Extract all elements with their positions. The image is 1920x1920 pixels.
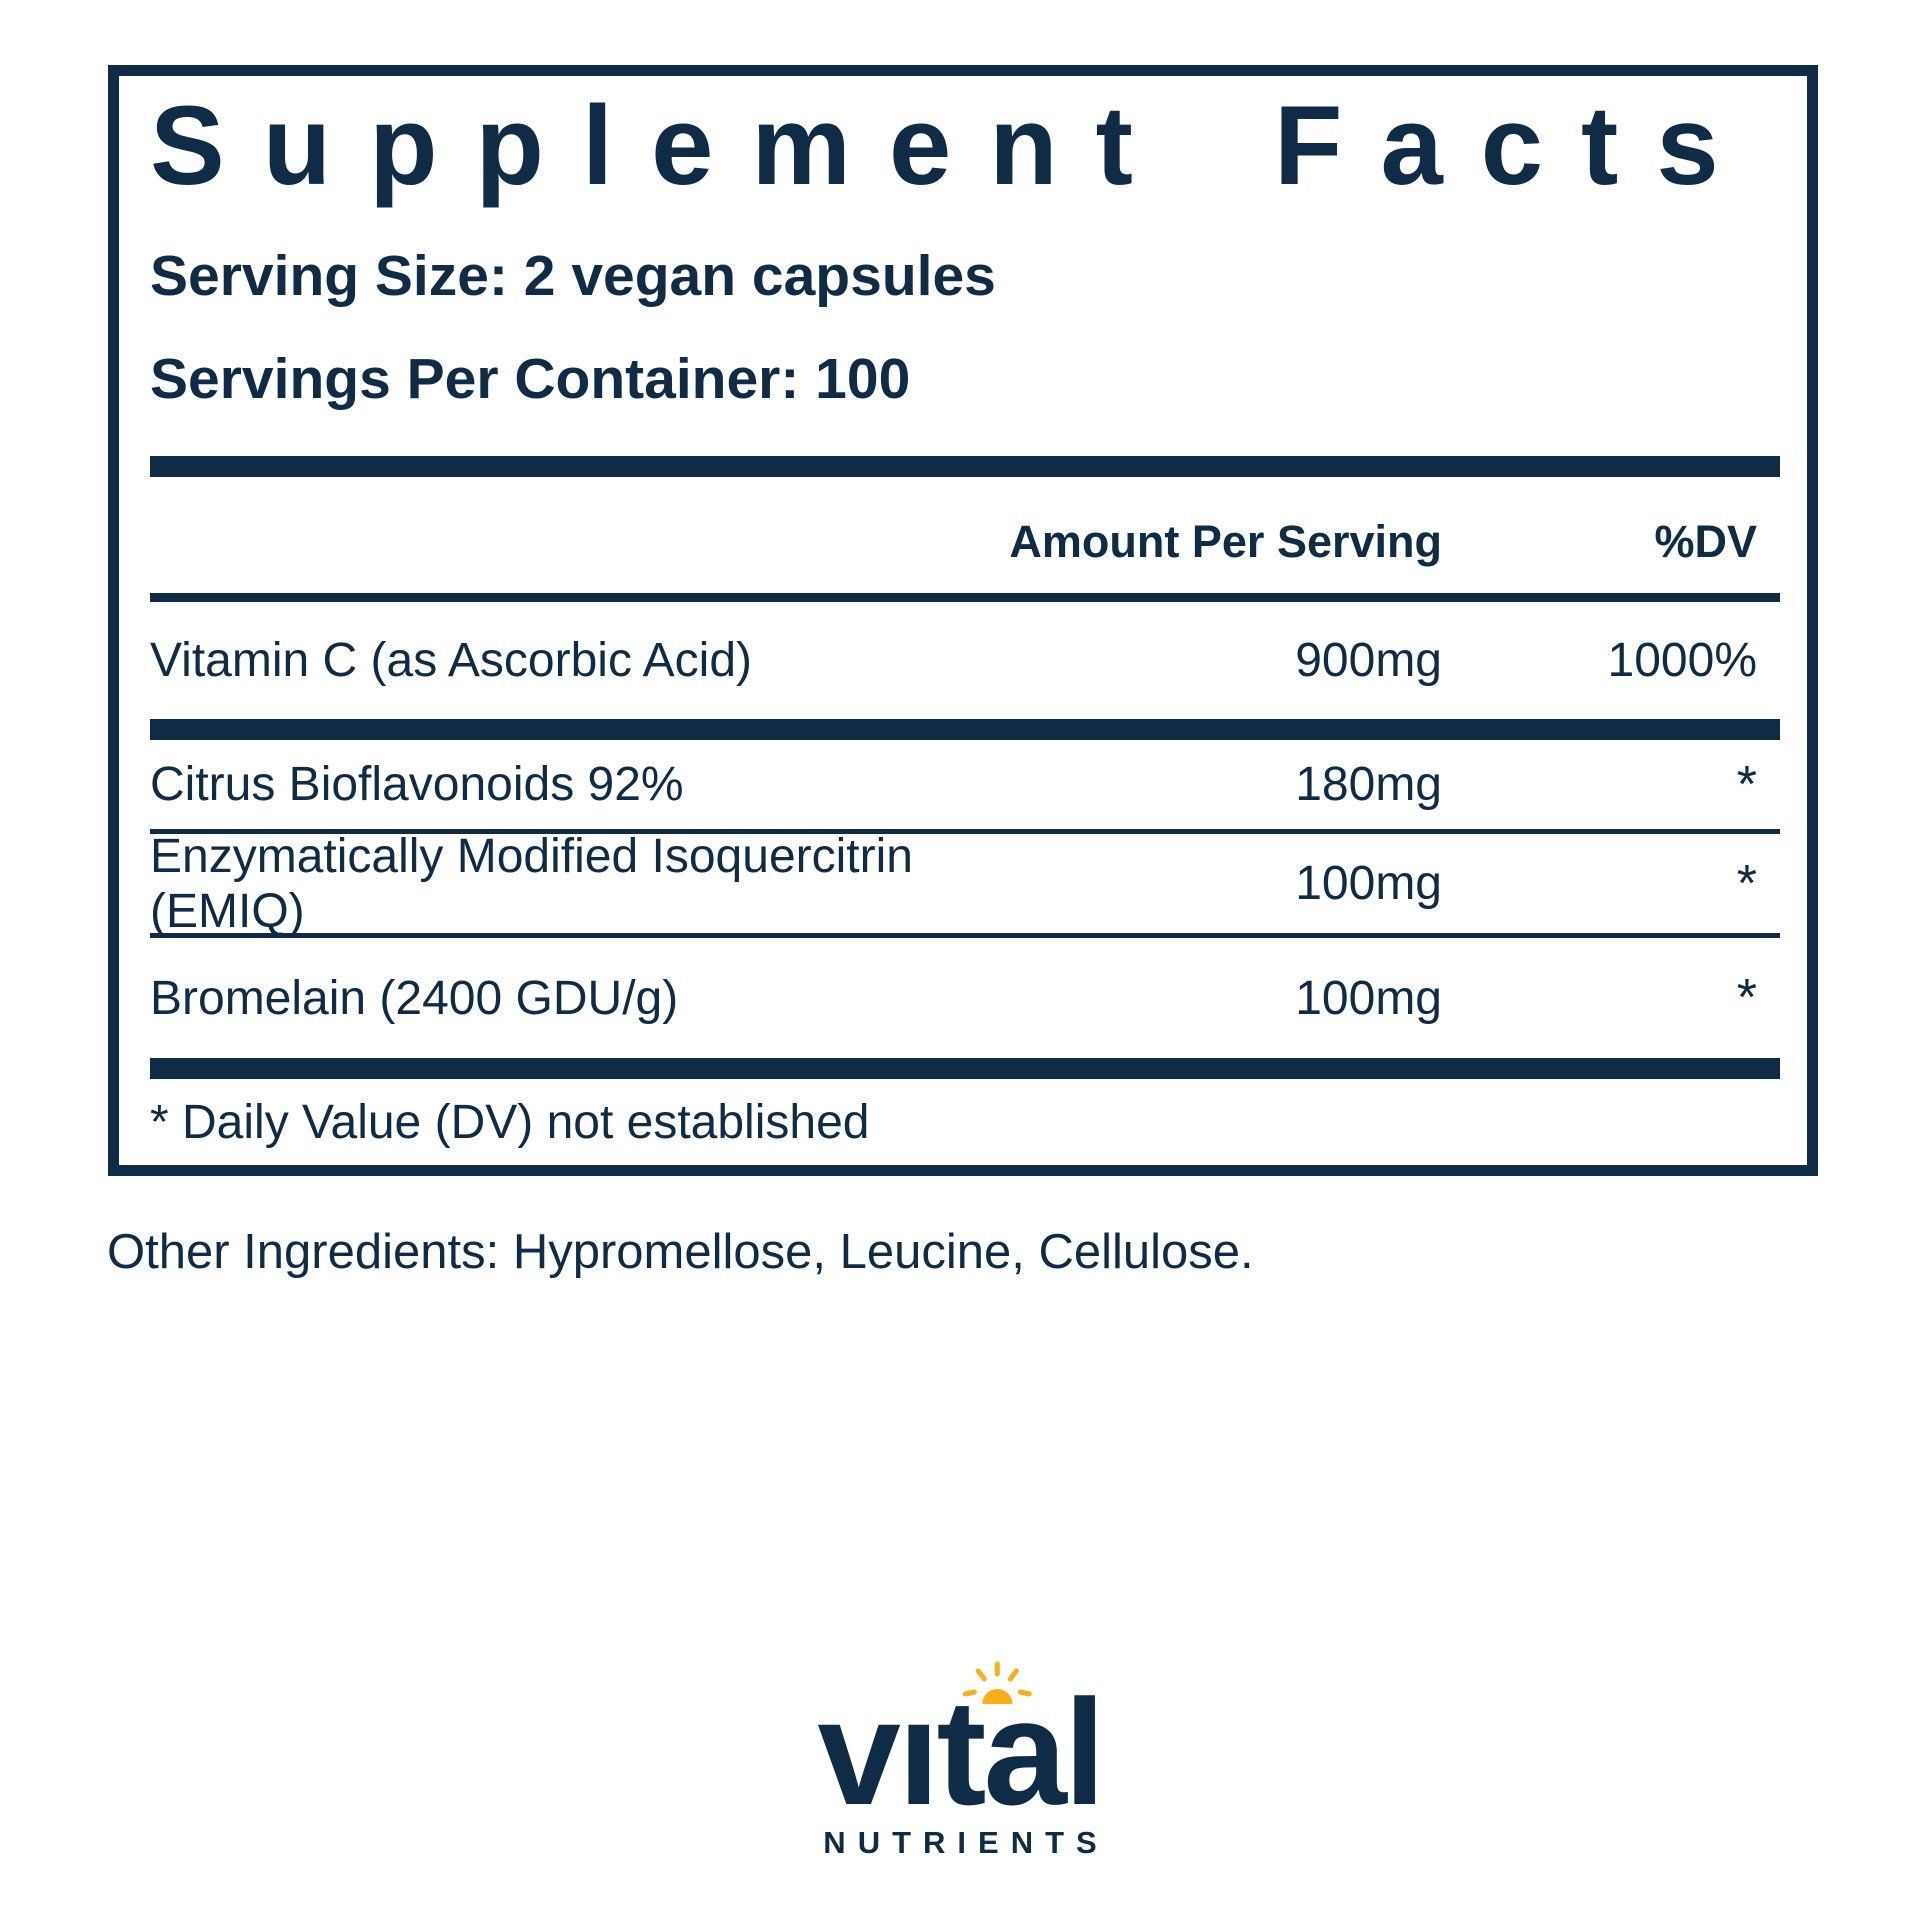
- divider-thick-mid: [150, 719, 1780, 740]
- logo-subtext: NUTRIENTS: [823, 1825, 1109, 1860]
- ingredient-dv: *: [1736, 755, 1757, 814]
- divider-thick-top: [150, 456, 1780, 477]
- header-amount-per-serving: Amount Per Serving: [1009, 516, 1442, 567]
- ingredient-dv: *: [1736, 969, 1757, 1027]
- ingredient-amount: 100mg: [1295, 971, 1442, 1025]
- table-row-bromelain: Bromelain (2400 GDU/g) 100mg *: [150, 938, 1780, 1058]
- other-ingredients-line: Other Ingredients: Hypromellose, Leucine…: [107, 1225, 1254, 1279]
- table-row-emiq: Enzymatically Modified Isoquercitrin (EM…: [150, 830, 1780, 938]
- panel-content: Supplement Facts Serving Size: 2 vegan c…: [150, 76, 1780, 1165]
- ingredient-name: Citrus Bioflavonoids 92%: [150, 758, 684, 811]
- table-header-row: Amount Per Serving %DV: [150, 477, 1780, 593]
- ingredient-amount: 900mg: [1295, 634, 1442, 687]
- table-row-citrus-bioflavonoids: Citrus Bioflavonoids 92% 180mg *: [150, 740, 1780, 829]
- vital-nutrients-logo: vı tal NUTRIENTS: [811, 1661, 1109, 1861]
- sun-icon: [962, 1661, 1032, 1704]
- ingredient-name: Enzymatically Modified Isoquercitrin (EM…: [150, 829, 913, 938]
- ingredient-name: Vitamin C (as Ascorbic Acid): [150, 634, 752, 687]
- ingredient-amount: 100mg: [1295, 857, 1442, 910]
- ingredient-name: Bromelain (2400 GDU/g): [150, 971, 679, 1025]
- divider-under-header: [150, 593, 1780, 602]
- daily-value-footnote: * Daily Value (DV) not established: [150, 1095, 870, 1149]
- ingredient-dv: 1000%: [1607, 634, 1757, 687]
- servings-per-container-line: Servings Per Container: 100: [150, 347, 911, 411]
- logo-word-i: ı: [898, 1661, 1032, 1836]
- divider-thin: [150, 829, 1780, 834]
- logo-wordmark: vı tal: [811, 1661, 1108, 1827]
- table-row-vitamin-c: Vitamin C (as Ascorbic Acid) 900mg 1000%: [150, 602, 1780, 719]
- panel-title: Supplement Facts: [150, 83, 1757, 208]
- serving-size-line: Serving Size: 2 vegan capsules: [150, 244, 996, 308]
- divider-thick-bottom: [150, 1058, 1780, 1079]
- header-percent-dv: %DV: [1654, 516, 1757, 567]
- logo-word-before-i: v: [817, 1668, 900, 1836]
- supplement-facts-panel: Supplement Facts Serving Size: 2 vegan c…: [108, 65, 1818, 1176]
- logo-word-after-i: tal: [936, 1668, 1106, 1836]
- ingredient-amount: 180mg: [1295, 758, 1442, 811]
- divider-thin: [150, 933, 1780, 938]
- ingredient-dv: *: [1736, 854, 1757, 913]
